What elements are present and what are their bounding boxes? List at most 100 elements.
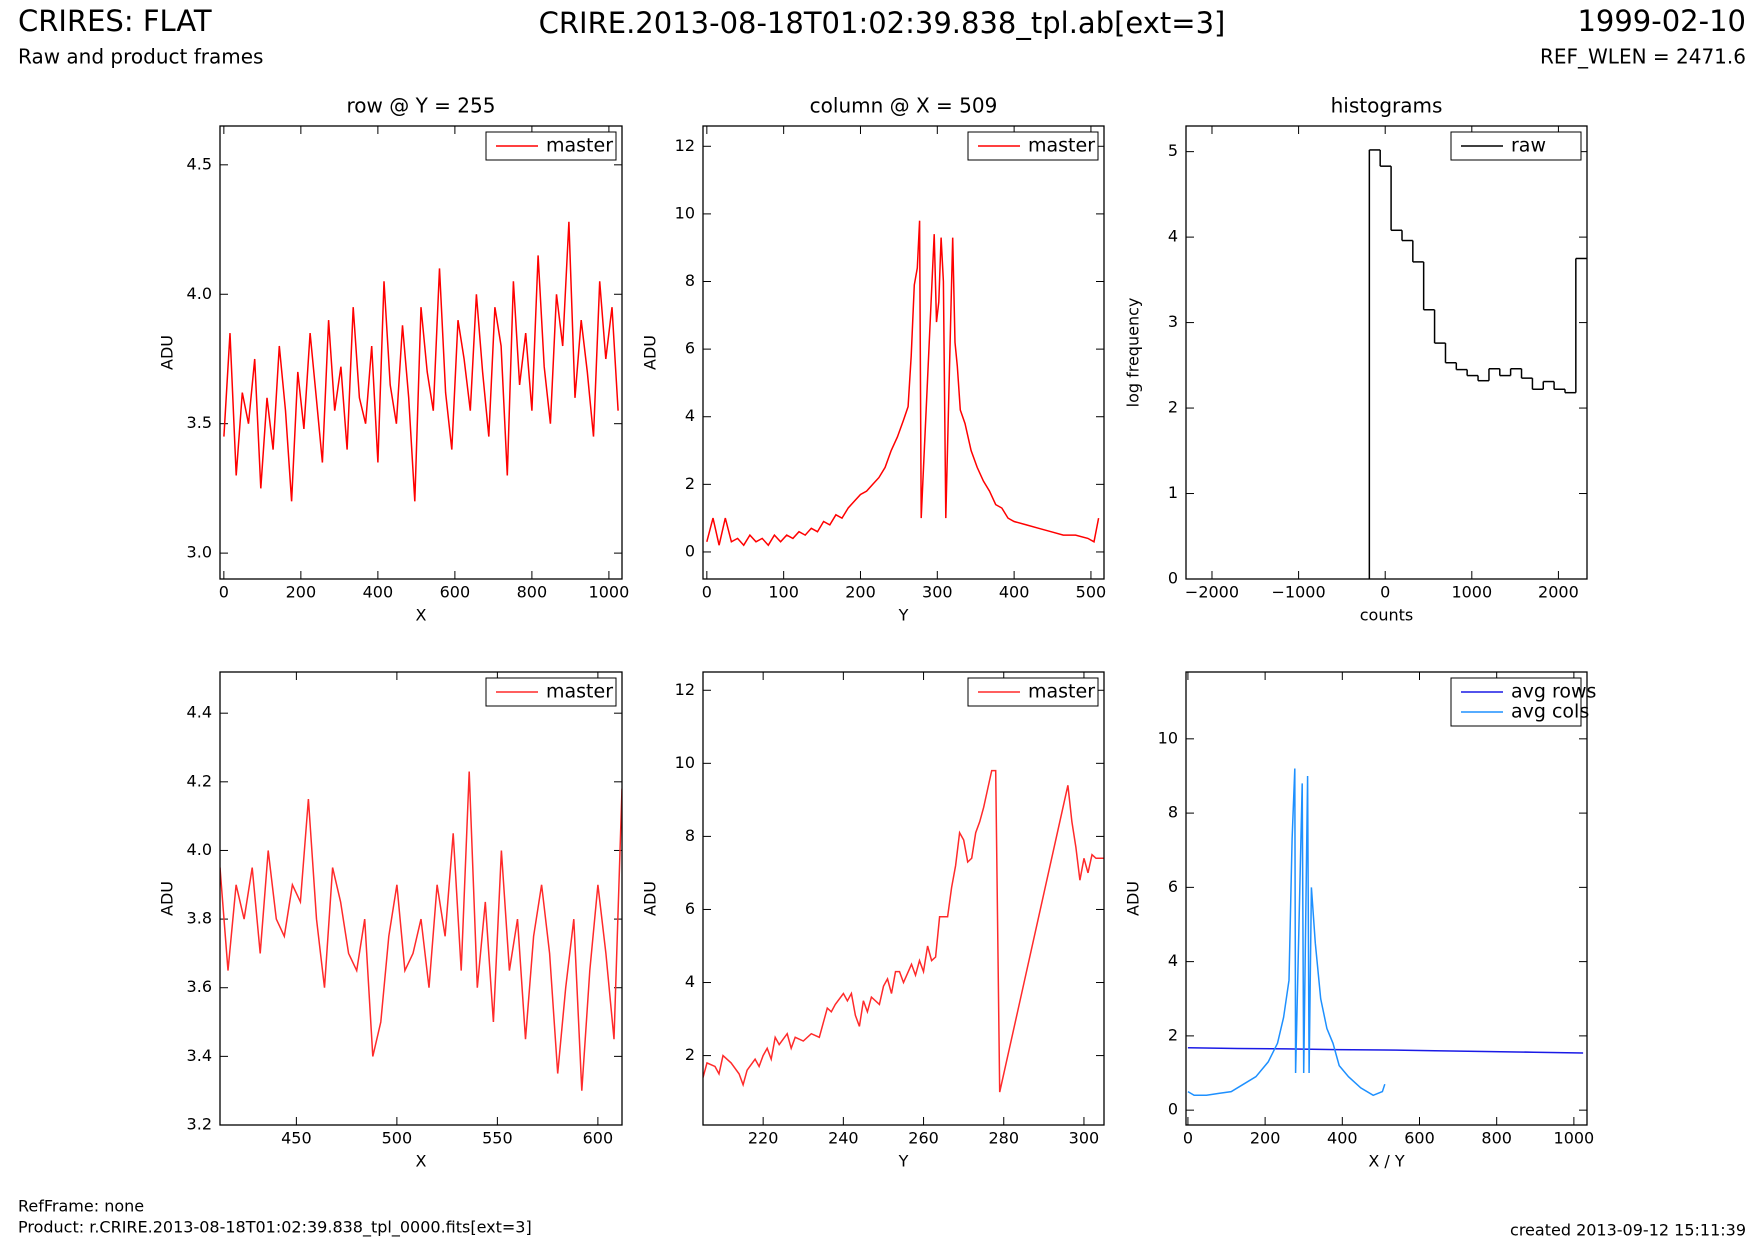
panel: histograms counts log frequency −2000 −1000 0… — [1124, 94, 1588, 625]
panel-title: histograms — [1331, 94, 1443, 118]
y-tick-label: 3.2 — [187, 1115, 212, 1134]
plot-area — [220, 771, 622, 1091]
axes-frame — [702, 125, 1105, 580]
legend-label: avg rows — [1511, 681, 1596, 703]
y-tick-label: 3.4 — [187, 1046, 212, 1065]
plot-area — [706, 220, 1100, 547]
file-name: CRIRE.2013-08-18T01:02:39.838_tpl.ab[ext… — [539, 6, 1226, 40]
axes-frame — [1185, 671, 1588, 1126]
y-tick-label: 2 — [685, 1045, 695, 1064]
panel-title: row @ Y = 255 — [347, 94, 496, 118]
panel: X ADU 450 500 550 600 3.2 3.4 3.6 3.8 4.0 4.2 4.4 mas… — [158, 671, 623, 1171]
x-tick-label: 0 — [1183, 1129, 1193, 1148]
x-tick-label: 400 — [999, 583, 1030, 602]
x-tick-label: 0 — [1380, 583, 1390, 602]
y-tick-label: 3.5 — [187, 413, 212, 432]
y-tick-label: 4.4 — [187, 703, 212, 722]
created: created 2013-09-12 15:11:39 — [1510, 1221, 1746, 1240]
x-tick-label: 260 — [908, 1129, 939, 1148]
y-axis-label: ADU — [158, 335, 177, 370]
y-tick-label: 4 — [685, 972, 695, 991]
x-axis-label: Y — [898, 606, 909, 625]
x-tick-label: 100 — [768, 583, 799, 602]
x-tick-label: 1000 — [1451, 583, 1492, 602]
y-tick-label: 12 — [675, 680, 695, 699]
y-tick-label: 0 — [1168, 1100, 1178, 1119]
y-axis-label: log frequency — [1124, 298, 1143, 408]
panel: column @ X = 509 Y ADU 0 100 200 300 400 500 0 2 4 6… — [641, 94, 1107, 625]
plot-area — [223, 221, 619, 502]
plot-area — [703, 769, 1104, 1093]
x-tick-label: −1000 — [1272, 583, 1326, 602]
axes-frame — [702, 671, 1105, 1126]
x-tick-label: 200 — [845, 583, 876, 602]
panel-title: column @ X = 509 — [810, 94, 998, 118]
x-tick-label: 800 — [1481, 1129, 1512, 1148]
x-tick-label: 550 — [482, 1129, 513, 1148]
y-tick-label: 4.5 — [187, 154, 212, 173]
y-tick-label: 10 — [1158, 728, 1178, 747]
y-tick-label: 6 — [685, 899, 695, 918]
axes-frame — [219, 125, 623, 580]
legend-label: master — [546, 681, 613, 703]
refframe: RefFrame: none — [18, 1197, 144, 1216]
y-tick-label: 3.0 — [187, 543, 212, 562]
y-tick-label: 4 — [685, 406, 695, 425]
panel: X / Y ADU 0 200 400 600 800 1000 0 2 4 6 8 10 avg rows… — [1124, 671, 1596, 1171]
legend-label: master — [546, 135, 613, 157]
y-tick-label: 2 — [1168, 398, 1178, 417]
x-tick-label: 400 — [1327, 1129, 1358, 1148]
y-tick-label: 1 — [1168, 483, 1178, 502]
y-tick-label: 8 — [685, 826, 695, 845]
page-title: CRIRES: FLAT — [18, 4, 212, 38]
panel: row @ Y = 255 X ADU 0 200 400 600 800 1000 3.0 3.5… — [158, 94, 630, 625]
y-tick-label: 0 — [1168, 569, 1178, 588]
y-tick-label: 2 — [685, 474, 695, 493]
axes-frame — [1185, 125, 1588, 580]
y-tick-label: 3.6 — [187, 977, 212, 996]
legend-label: raw — [1511, 135, 1546, 157]
x-tick-label: 220 — [748, 1129, 779, 1148]
x-axis-label: X — [416, 1152, 427, 1171]
y-tick-label: 4 — [1168, 951, 1178, 970]
x-tick-label: 240 — [828, 1129, 859, 1148]
data-line — [706, 220, 1100, 547]
data-line — [1187, 768, 1386, 1097]
legend-label: master — [1028, 135, 1095, 157]
y-tick-label: 4.0 — [187, 284, 212, 303]
x-tick-label: 600 — [1404, 1129, 1435, 1148]
x-tick-label: 0 — [702, 583, 712, 602]
x-tick-label: 400 — [363, 583, 394, 602]
y-tick-label: 8 — [1168, 803, 1178, 822]
x-tick-label: 1000 — [589, 583, 630, 602]
y-axis-label: ADU — [641, 881, 660, 916]
y-tick-label: 4.0 — [187, 840, 212, 859]
y-tick-label: 6 — [1168, 877, 1178, 896]
x-tick-label: −2000 — [1185, 583, 1239, 602]
x-tick-label: 300 — [1069, 1129, 1100, 1148]
y-tick-label: 2 — [1168, 1025, 1178, 1044]
x-tick-label: 800 — [517, 583, 548, 602]
y-tick-label: 3.8 — [187, 909, 212, 928]
x-tick-label: 500 — [1076, 583, 1107, 602]
x-tick-label: 450 — [281, 1129, 312, 1148]
x-axis-label: counts — [1360, 606, 1413, 625]
panel: Y ADU 220 240 260 280 300 2 4 6 8 10 12 master — [641, 671, 1105, 1171]
x-tick-label: 200 — [286, 583, 317, 602]
x-tick-label: 600 — [440, 583, 471, 602]
axes-frame — [219, 671, 623, 1126]
y-tick-label: 4 — [1168, 227, 1178, 246]
data-line — [1187, 1047, 1584, 1054]
plot-area — [1368, 149, 1587, 579]
y-tick-label: 8 — [685, 271, 695, 290]
y-tick-label: 3 — [1168, 312, 1178, 331]
x-tick-label: 1000 — [1554, 1129, 1595, 1148]
x-tick-label: 0 — [219, 583, 229, 602]
x-tick-label: 600 — [583, 1129, 614, 1148]
x-tick-label: 500 — [382, 1129, 413, 1148]
x-tick-label: 300 — [922, 583, 953, 602]
data-line — [703, 769, 1104, 1093]
y-tick-label: 4.2 — [187, 771, 212, 790]
x-tick-label: 200 — [1250, 1129, 1281, 1148]
